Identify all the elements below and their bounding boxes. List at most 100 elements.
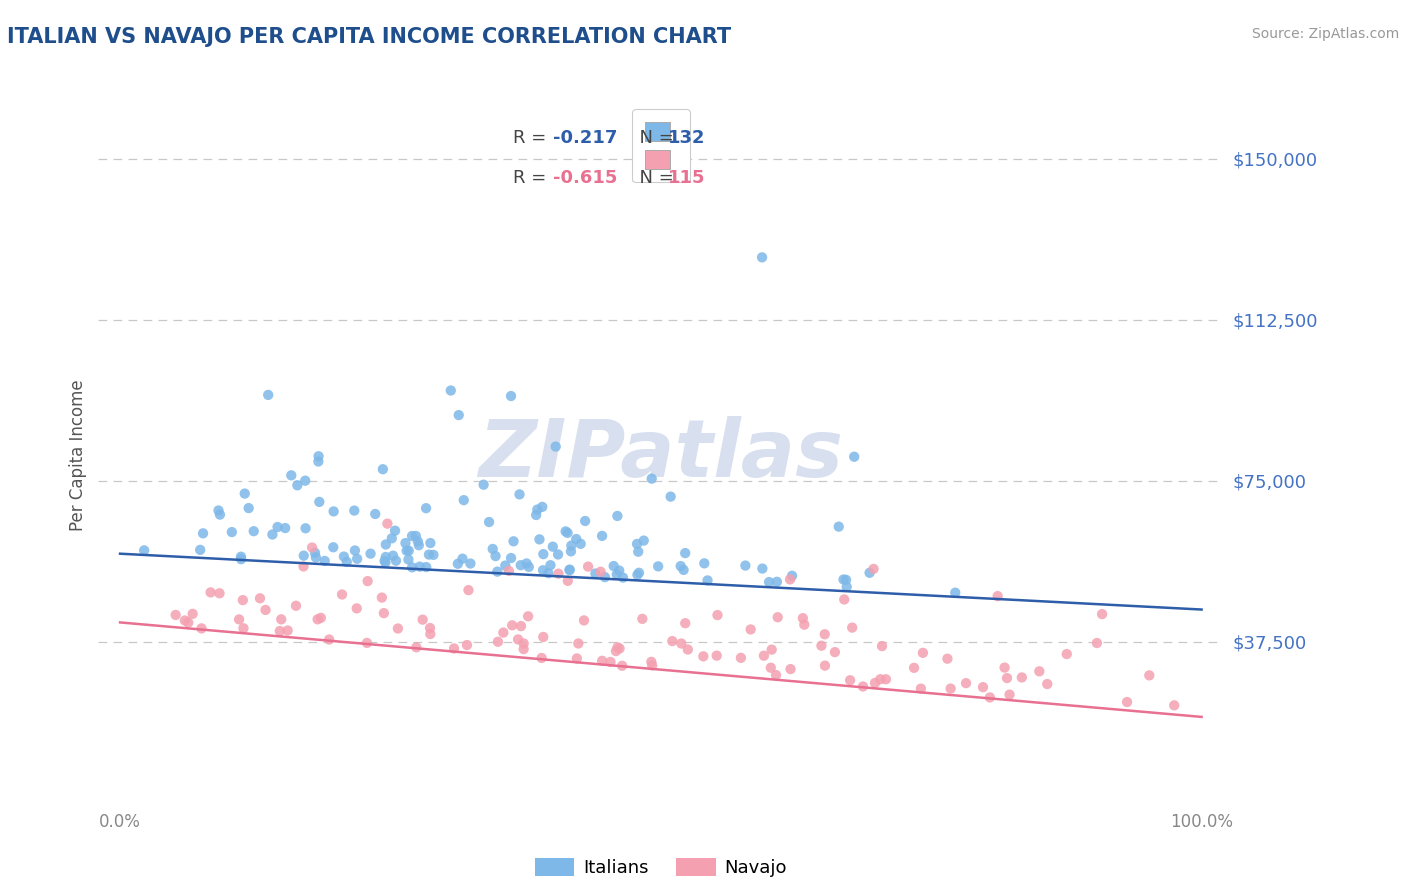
Point xyxy=(208,586,231,600)
Point xyxy=(779,573,801,587)
Point xyxy=(418,548,440,562)
Point xyxy=(385,554,408,568)
Point xyxy=(576,559,599,574)
Point xyxy=(979,690,1001,705)
Point xyxy=(612,571,634,585)
Point xyxy=(558,563,581,577)
Point xyxy=(269,624,291,638)
Point xyxy=(190,621,212,635)
Point xyxy=(387,622,409,636)
Point xyxy=(499,389,522,403)
Point xyxy=(292,559,315,574)
Point xyxy=(294,474,316,488)
Point xyxy=(308,495,330,509)
Point xyxy=(232,621,254,635)
Point xyxy=(371,591,394,605)
Point xyxy=(280,468,302,483)
Point xyxy=(301,541,323,555)
Point xyxy=(249,591,271,606)
Point xyxy=(554,524,576,539)
Text: Source: ZipAtlas.com: Source: ZipAtlas.com xyxy=(1251,27,1399,41)
Point xyxy=(343,503,366,517)
Point xyxy=(364,507,387,521)
Point xyxy=(835,573,858,587)
Point xyxy=(382,549,405,563)
Point xyxy=(242,524,264,539)
Point xyxy=(870,639,893,653)
Point xyxy=(307,454,329,468)
Point xyxy=(828,519,851,533)
Point xyxy=(374,549,396,564)
Point xyxy=(759,661,782,675)
Point xyxy=(824,645,846,659)
Point xyxy=(531,563,554,577)
Point xyxy=(322,504,344,518)
Point xyxy=(606,640,628,655)
Point xyxy=(832,592,855,607)
Point xyxy=(336,555,359,569)
Point xyxy=(606,567,628,582)
Point xyxy=(936,651,959,665)
Point xyxy=(524,508,547,522)
Text: R =: R = xyxy=(513,129,553,147)
Point xyxy=(506,632,529,647)
Point xyxy=(381,532,404,546)
Point xyxy=(314,554,336,568)
Point xyxy=(277,624,299,638)
Point xyxy=(394,536,416,550)
Point xyxy=(558,563,581,577)
Point xyxy=(1116,695,1139,709)
Point xyxy=(903,661,925,675)
Point xyxy=(177,615,200,630)
Point xyxy=(572,614,595,628)
Point xyxy=(374,537,396,551)
Point xyxy=(422,548,444,562)
Point xyxy=(453,493,475,508)
Point xyxy=(509,558,531,573)
Point xyxy=(671,636,693,650)
Point xyxy=(398,543,420,558)
Point xyxy=(1028,665,1050,679)
Point xyxy=(494,558,516,573)
Point xyxy=(174,614,197,628)
Point xyxy=(374,556,396,570)
Point xyxy=(844,450,866,464)
Point xyxy=(443,641,465,656)
Point xyxy=(734,558,756,573)
Point xyxy=(1091,607,1114,621)
Point xyxy=(609,641,631,656)
Point xyxy=(232,593,254,607)
Point xyxy=(309,611,332,625)
Point xyxy=(995,671,1018,685)
Text: ITALIAN VS NAVAJO PER CAPITA INCOME CORRELATION CHART: ITALIAN VS NAVAJO PER CAPITA INCOME CORR… xyxy=(7,27,731,46)
Point xyxy=(910,681,932,696)
Point xyxy=(673,546,696,560)
Point xyxy=(765,668,787,682)
Point xyxy=(832,573,855,587)
Point xyxy=(408,538,430,552)
Point xyxy=(401,560,423,574)
Point xyxy=(627,566,650,580)
Point xyxy=(356,574,378,588)
Point xyxy=(419,536,441,550)
Point xyxy=(659,490,682,504)
Point xyxy=(1137,668,1160,682)
Point xyxy=(569,537,592,551)
Point xyxy=(752,648,775,663)
Point xyxy=(486,634,509,648)
Point xyxy=(447,408,470,422)
Point xyxy=(377,516,399,531)
Point xyxy=(955,676,977,690)
Point xyxy=(626,537,648,551)
Point xyxy=(531,547,554,561)
Point xyxy=(419,621,441,635)
Point xyxy=(486,565,509,579)
Point xyxy=(229,552,252,566)
Point xyxy=(574,514,596,528)
Point xyxy=(517,560,540,574)
Point xyxy=(395,543,418,558)
Point xyxy=(406,534,429,549)
Point xyxy=(529,533,551,547)
Point xyxy=(419,627,441,641)
Point xyxy=(839,673,862,688)
